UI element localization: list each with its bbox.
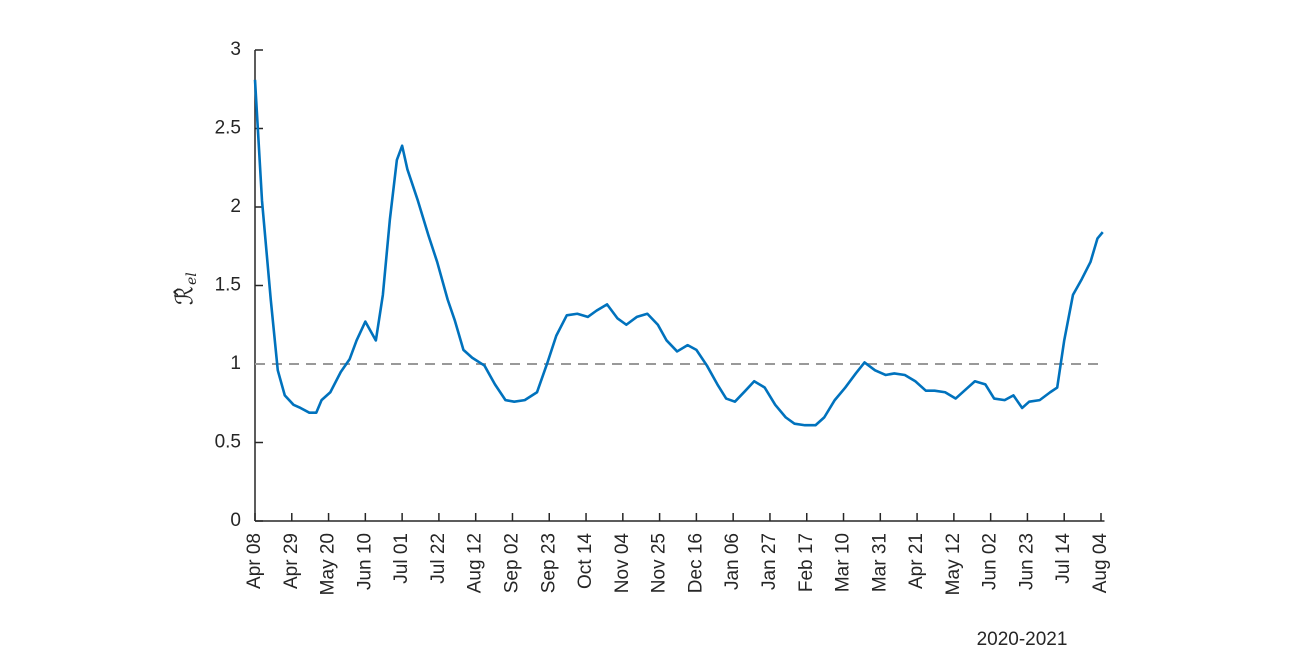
data-line [253,79,1104,427]
x-tick-label: Mar 31 [869,533,890,592]
y-tick-label: 3 [230,39,241,60]
y-axis-label-group: ℛ̂ el [171,272,201,305]
x-tick-label: Mar 10 [833,533,854,592]
x-tick-label: May 20 [318,533,339,595]
x-tick-label: Jun 02 [980,533,1001,590]
x-tick-label: Jul 01 [391,533,412,584]
x-tick-label: Sep 23 [538,533,559,593]
x-tick-label: Feb 17 [796,533,817,592]
x-tick-label: Jul 22 [428,533,449,584]
x-tick-label: Dec 16 [685,533,706,593]
y-axis-label-subscript: el [184,272,200,285]
x-tick-label: Nov 04 [612,533,633,594]
x-tick-label: Jan 27 [759,533,780,590]
x-tick-label: Oct 14 [575,533,596,589]
x-tick-label: Aug 04 [1090,533,1111,594]
x-tick-label: Apr 29 [281,533,302,589]
x-tick-label: Apr 21 [906,533,927,589]
y-axis-label: ℛ̂ [171,286,199,305]
x-axis-label: 2020-2021 [977,629,1068,650]
x-tick-label: May 12 [943,533,964,595]
x-tick-label: Jun 10 [354,533,375,590]
x-tick-label: Apr 08 [244,533,265,589]
x-tick-label: Sep 02 [501,533,522,593]
x-tick-label: Nov 25 [649,533,670,593]
y-tick-label: 2.5 [215,118,241,139]
y-tick-label: 0.5 [215,432,241,453]
x-tick-label: Jan 06 [722,533,743,590]
y-tick-label: 2 [230,196,241,217]
y-tick-label: 1.5 [215,275,241,296]
y-tick-label: 1 [230,353,241,374]
x-tick-label: Aug 12 [465,533,486,593]
y-tick-label: 0 [230,510,241,531]
x-tick-label: Jul 14 [1053,533,1074,584]
x-tick-label: Jun 23 [1016,533,1037,590]
